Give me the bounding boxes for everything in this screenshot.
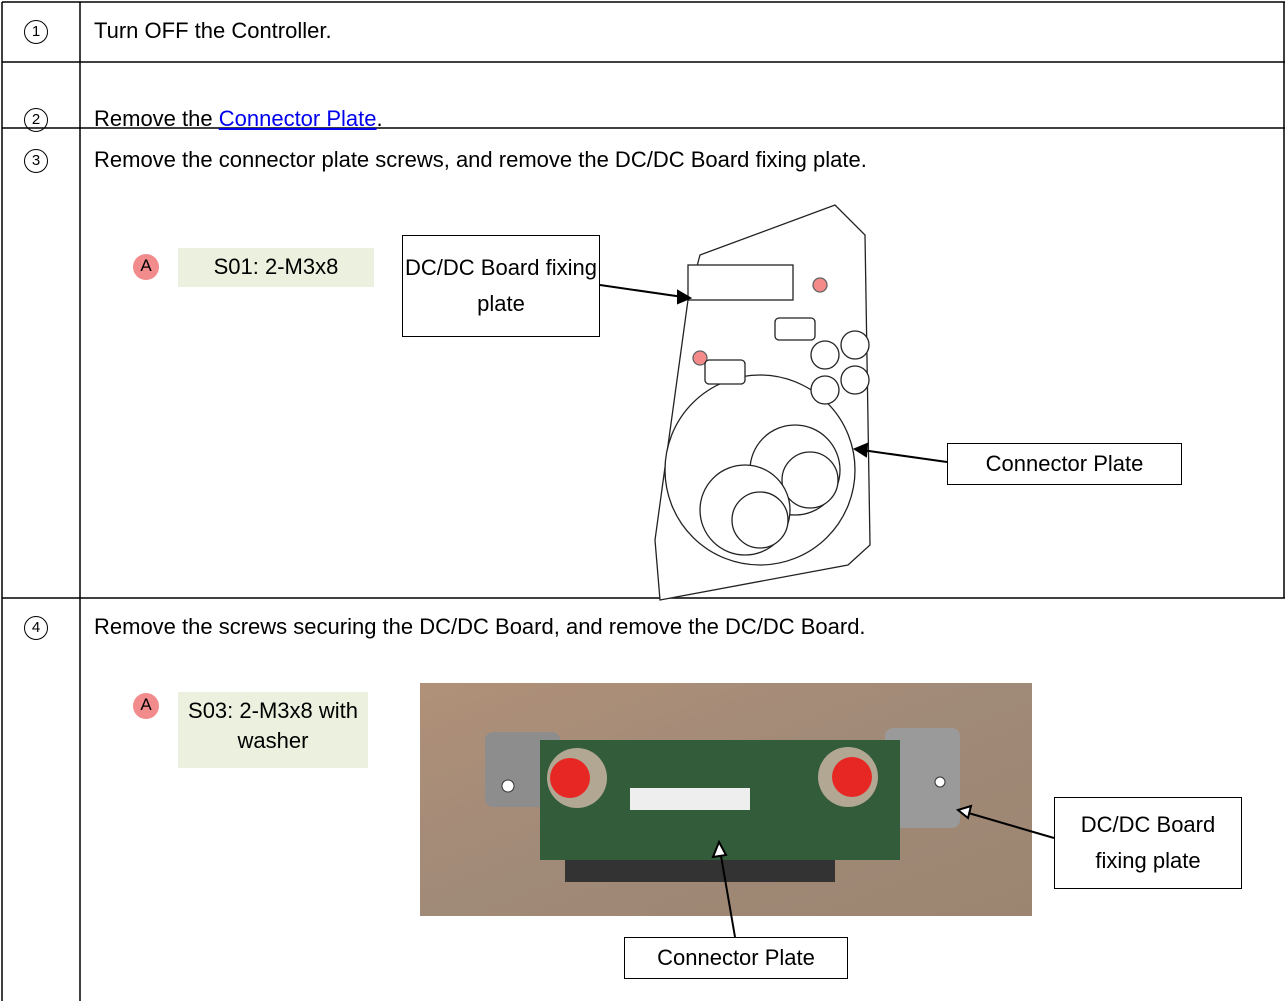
step-number: 1 (24, 20, 48, 44)
step-text: Remove the screws securing the DC/DC Boa… (94, 614, 866, 639)
step-text: Remove the connector plate screws, and r… (94, 147, 867, 173)
step-number: 3 (24, 149, 48, 173)
marker: A (133, 254, 159, 280)
connector-plate-drawing (654, 204, 871, 601)
callout: DC/DC Board fixing plate (402, 235, 600, 337)
screw-label: S03: 2-M3x8 with washer (178, 692, 368, 768)
step-number: 4 (24, 616, 48, 640)
screw-label: S01: 2-M3x8 (178, 248, 374, 287)
step-text: Remove the Connector Plate. (94, 106, 383, 132)
step-text: Remove the connector plate screws, and r… (94, 147, 867, 172)
step-text: Turn OFF the Controller. (94, 18, 332, 43)
link[interactable]: Connector Plate (218, 106, 377, 131)
callout: Connector Plate (624, 937, 848, 979)
callout: Connector Plate (947, 443, 1182, 485)
step-number: 2 (24, 108, 48, 132)
callout: DC/DC Board fixing plate (1054, 797, 1242, 889)
step-text: . (376, 106, 383, 131)
step-text: Turn OFF the Controller. (94, 18, 332, 44)
step-text: Remove the screws securing the DC/DC Boa… (94, 614, 866, 640)
marker: A (133, 693, 159, 719)
step-text: Remove the (94, 106, 219, 131)
dcdc-board-photo (420, 683, 1032, 916)
